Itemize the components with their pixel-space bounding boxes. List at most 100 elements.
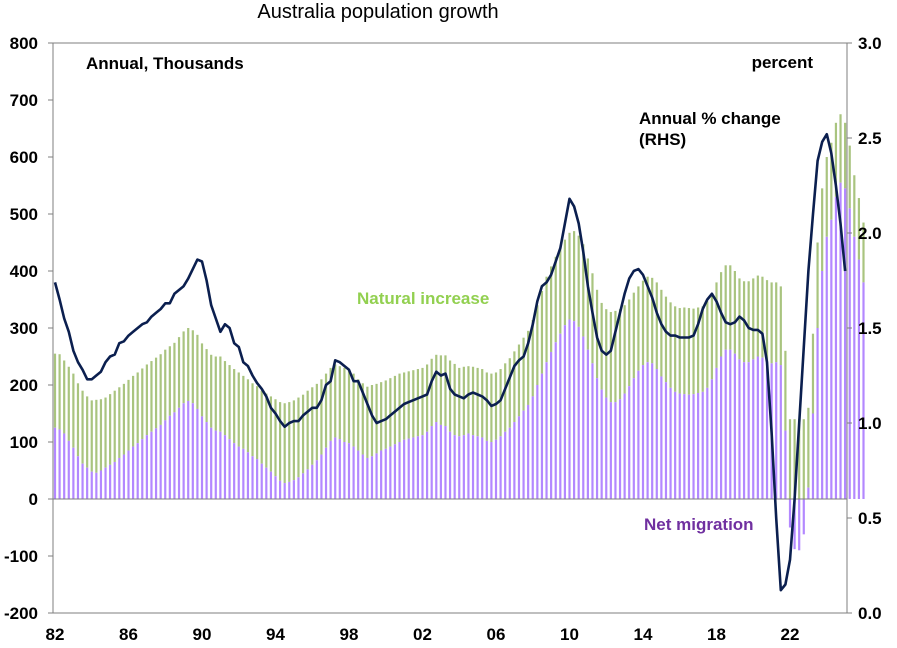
natural-increase-bar xyxy=(458,367,461,437)
natural-increase-bar xyxy=(660,289,663,377)
natural-increase-bar xyxy=(127,379,130,451)
x-tick-label: 98 xyxy=(340,625,359,644)
natural-increase-bar xyxy=(462,366,465,436)
natural-increase-bar xyxy=(292,400,295,481)
net-migration-bar xyxy=(719,356,723,499)
natural-increase-bar xyxy=(237,372,240,447)
natural-increase-bar xyxy=(710,293,714,380)
net-migration-bar xyxy=(223,435,227,499)
net-migration-bar xyxy=(154,428,158,499)
net-migration-bar xyxy=(118,457,121,499)
natural-increase-bar xyxy=(527,330,530,405)
natural-increase-bar xyxy=(517,344,521,417)
net-migration-bar xyxy=(412,437,415,499)
net-migration-bar xyxy=(742,362,746,499)
natural-increase-bar xyxy=(632,292,635,379)
natural-increase-bar xyxy=(857,198,861,260)
net-migration-bar xyxy=(563,325,567,499)
natural-increase-bar xyxy=(191,330,194,404)
net-migration-bar xyxy=(853,236,856,500)
natural-increase-bar xyxy=(53,353,57,428)
net-migration-bar xyxy=(605,397,608,499)
net-migration-bar xyxy=(63,433,66,499)
natural-increase-bar xyxy=(816,242,819,328)
net-migration-bar xyxy=(811,413,815,499)
natural-increase-bar xyxy=(214,356,217,431)
natural-increase-bar xyxy=(416,369,420,437)
net-migration-bar xyxy=(632,378,635,499)
natural-increase-bar xyxy=(641,280,645,366)
net-migration-bar xyxy=(655,369,658,499)
net-migration-bar xyxy=(370,456,374,499)
net-migration-bar xyxy=(210,427,213,499)
natural-increase-bar xyxy=(655,282,658,370)
natural-increase-bar xyxy=(288,402,291,482)
net-migration-bar xyxy=(623,393,626,499)
natural-increase-bar xyxy=(614,310,617,403)
net-migration-bar xyxy=(531,396,534,499)
natural-increase-bar xyxy=(448,360,452,432)
natural-increase-bar xyxy=(545,276,548,363)
net-migration-bar xyxy=(301,473,305,499)
natural-increase-bar xyxy=(862,222,865,283)
net-migration-bar xyxy=(265,467,268,499)
net-migration-bar xyxy=(701,391,704,499)
natural-increase-bar xyxy=(154,357,158,429)
natural-increase-bar xyxy=(706,301,709,388)
natural-increase-bar xyxy=(839,114,842,183)
net-migration-bar xyxy=(857,259,861,499)
left-tick-label: 100 xyxy=(10,433,38,452)
left-tick-label: -200 xyxy=(4,604,38,623)
natural-increase-bar xyxy=(205,349,208,423)
net-migration-bar xyxy=(366,457,369,499)
natural-increase-bar xyxy=(651,277,654,364)
left-tick-label: 600 xyxy=(10,148,38,167)
natural-increase-bar xyxy=(131,375,135,447)
net-migration-bar xyxy=(435,422,438,499)
natural-increase-bar xyxy=(582,244,585,337)
net-migration-bar xyxy=(678,393,681,499)
natural-increase-bar xyxy=(637,286,640,371)
natural-increase-bar xyxy=(403,372,406,440)
x-tick-label: 90 xyxy=(193,625,212,644)
natural-increase-bar xyxy=(499,369,502,437)
natural-increase-bar xyxy=(425,364,429,432)
net-migration-bar xyxy=(320,454,323,499)
left-tick-label: 200 xyxy=(10,376,38,395)
net-migration-bar xyxy=(825,236,828,500)
natural-increase-bar xyxy=(798,419,801,499)
net-migration-bar xyxy=(683,394,686,499)
natural-increase-bar xyxy=(853,175,856,237)
natural-increase-bar xyxy=(439,355,442,425)
natural-increase-bar xyxy=(779,286,782,366)
net-migration-bar xyxy=(628,386,631,499)
natural-increase-bar xyxy=(609,312,612,403)
net-migration-bar xyxy=(242,448,245,499)
net-migration-bar xyxy=(384,448,387,499)
natural-increase-bar xyxy=(95,399,98,473)
net-migration-bar xyxy=(586,349,589,499)
natural-increase-bar xyxy=(669,302,672,388)
net-migration-bar xyxy=(830,219,833,499)
natural-increase-bar xyxy=(86,396,89,468)
net-migration-bar xyxy=(527,404,530,499)
net-migration-bar xyxy=(136,443,139,499)
natural-increase-bar xyxy=(807,407,810,488)
net-migration-bar xyxy=(86,467,89,499)
natural-increase-bar xyxy=(485,372,488,441)
net-migration-bar xyxy=(375,453,378,499)
net-migration-bar xyxy=(637,370,640,499)
natural-increase-bar xyxy=(453,363,456,436)
natural-increase-bar xyxy=(811,333,815,414)
natural-increase-bar xyxy=(572,231,576,322)
left-tick-label: 400 xyxy=(10,262,38,281)
net-migration-bar xyxy=(508,427,511,499)
net-migration-bar xyxy=(145,435,148,499)
natural-increase-bar xyxy=(504,363,507,432)
x-tick-label: 14 xyxy=(634,625,653,644)
net-migration-bar xyxy=(389,446,392,499)
net-migration-bar xyxy=(568,319,571,499)
right-axis-ticks: 3.0 2.5 2.0 1.5 1.0 0.5 0.0 xyxy=(847,34,882,623)
natural-increase-bar xyxy=(775,282,778,363)
chart-title: Australia population growth xyxy=(257,1,498,23)
